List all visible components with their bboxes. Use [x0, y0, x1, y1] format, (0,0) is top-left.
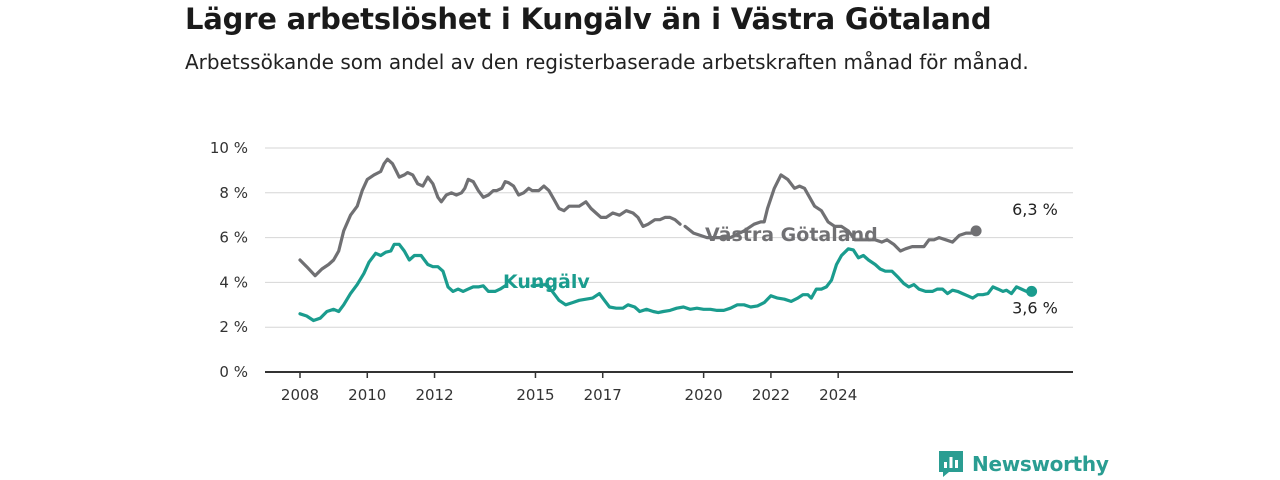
- x-axis-ticks: 2008 2010 2012 2015 2017 2020 2022 2024: [281, 372, 857, 404]
- series-name-label: Kungälv: [503, 271, 590, 293]
- series-end-point: [970, 225, 982, 237]
- x-tick-label: 2010: [348, 386, 386, 404]
- x-tick-label: 2024: [819, 386, 857, 404]
- series-line-0: [298, 157, 978, 278]
- series-lines: [298, 157, 1038, 323]
- x-tick-label: 2022: [752, 386, 790, 404]
- brand-name: Newsworthy: [972, 452, 1109, 476]
- x-tick-label: 2012: [415, 386, 453, 404]
- x-tick-label: 2008: [281, 386, 319, 404]
- x-tick-label: 2015: [516, 386, 554, 404]
- y-tick-label: 10 %: [210, 139, 248, 157]
- y-tick-label: 6 %: [219, 229, 248, 247]
- series-name-label: Västra Götaland: [705, 224, 878, 246]
- series-end-label: 6,3 %: [1012, 200, 1058, 219]
- y-tick-label: 2 %: [219, 318, 248, 336]
- y-axis-ticks: 0 % 2 % 4 % 6 % 8 % 10 %: [210, 139, 248, 381]
- chart-title: Lägre arbetslöshet i Kungälv än i Västra…: [185, 2, 992, 36]
- y-tick-label: 4 %: [219, 273, 248, 291]
- y-tick-label: 0 %: [219, 363, 248, 381]
- x-tick-label: 2020: [685, 386, 723, 404]
- newsworthy-brand[interactable]: Newsworthy: [938, 449, 1109, 479]
- x-tick-label: 2017: [584, 386, 622, 404]
- chart-subtitle: Arbetssökande som andel av den registerb…: [185, 50, 1029, 74]
- grid-lines: [265, 147, 1073, 373]
- series-labels: 6,3 % 3,6 % Västra Götaland Kungälv: [503, 200, 1058, 317]
- series-end-point: [1026, 285, 1038, 297]
- newsworthy-logo-icon: [939, 451, 963, 477]
- y-tick-label: 8 %: [219, 184, 248, 202]
- series-line-1: [298, 242, 1034, 323]
- series-end-label: 3,6 %: [1012, 298, 1058, 317]
